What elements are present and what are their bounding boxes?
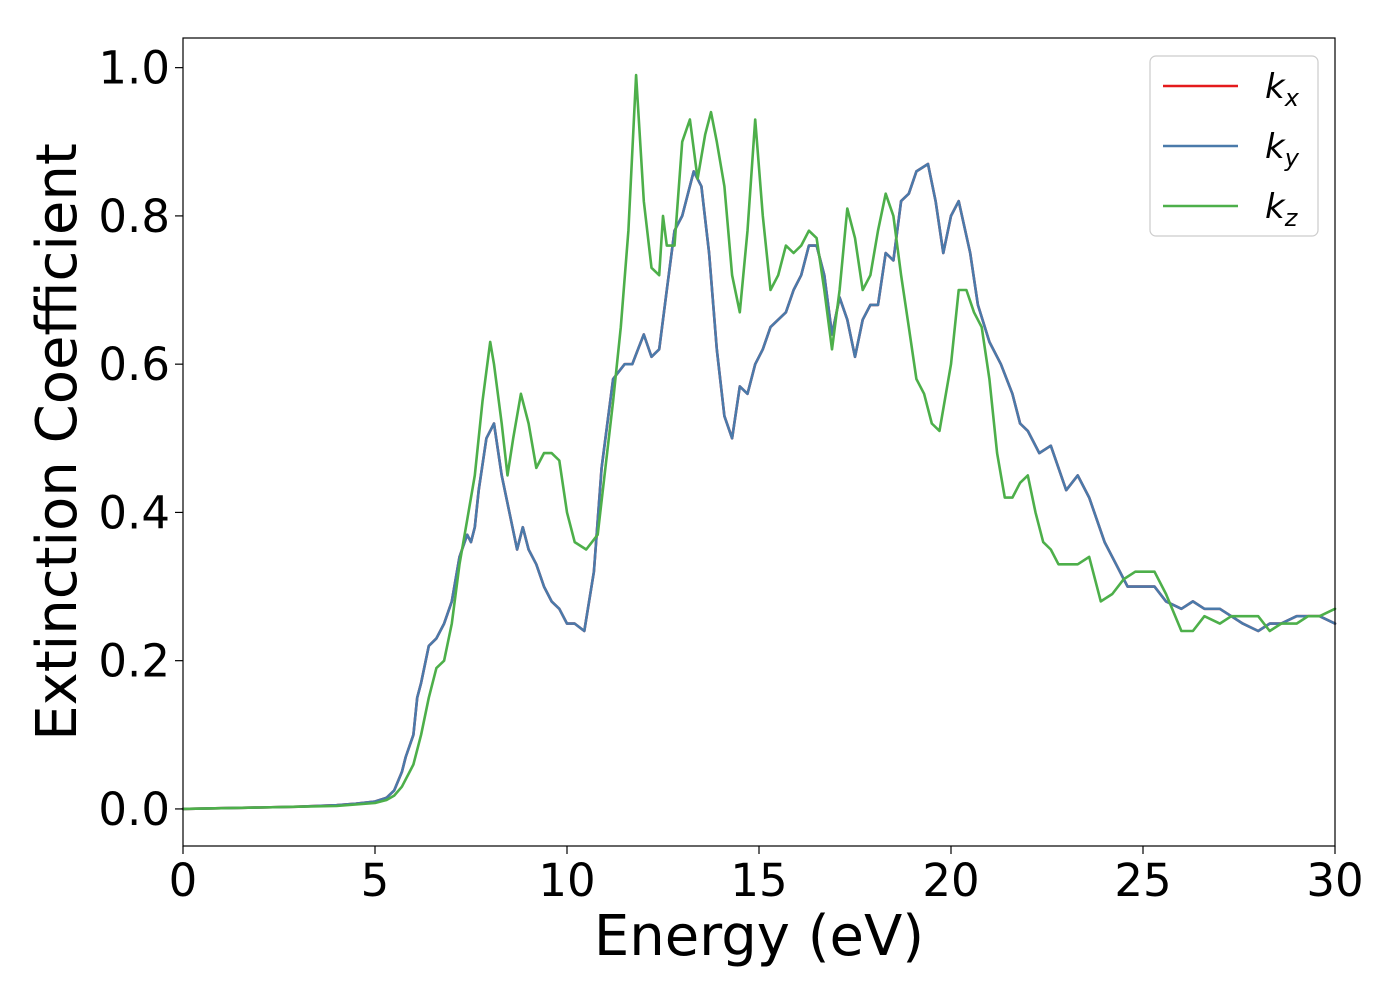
x-tick-label: 15 — [730, 854, 787, 907]
x-tick-label: 20 — [922, 854, 979, 907]
plot-area — [181, 73, 1337, 811]
x-axis: 0 5 10 15 20 25 30 — [169, 846, 1364, 907]
legend: kx ky kz — [1149, 55, 1319, 237]
legend-label-y: ky — [1265, 127, 1300, 172]
legend-label-z: kz — [1265, 187, 1299, 232]
y-tick-label: 0.6 — [98, 338, 170, 391]
series-line-z — [181, 73, 1337, 811]
y-tick-label: 0.0 — [98, 783, 170, 836]
legend-label-x: kx — [1265, 67, 1300, 112]
x-tick-label: 30 — [1306, 854, 1363, 907]
x-tick-label: 10 — [538, 854, 595, 907]
y-axis: 0.0 0.2 0.4 0.6 0.8 1.0 — [98, 42, 183, 836]
series-line-y — [181, 162, 1337, 811]
y-tick-label: 0.2 — [98, 635, 170, 688]
x-axis-label: Energy (eV) — [594, 904, 924, 969]
y-tick-label: 1.0 — [98, 42, 170, 95]
y-tick-label: 0.4 — [98, 486, 170, 539]
x-tick-label: 0 — [169, 854, 198, 907]
x-tick-label: 5 — [361, 854, 390, 907]
x-tick-label: 25 — [1114, 854, 1171, 907]
y-tick-label: 0.8 — [98, 190, 170, 243]
y-axis-label: Extinction Coefficient — [25, 143, 90, 741]
